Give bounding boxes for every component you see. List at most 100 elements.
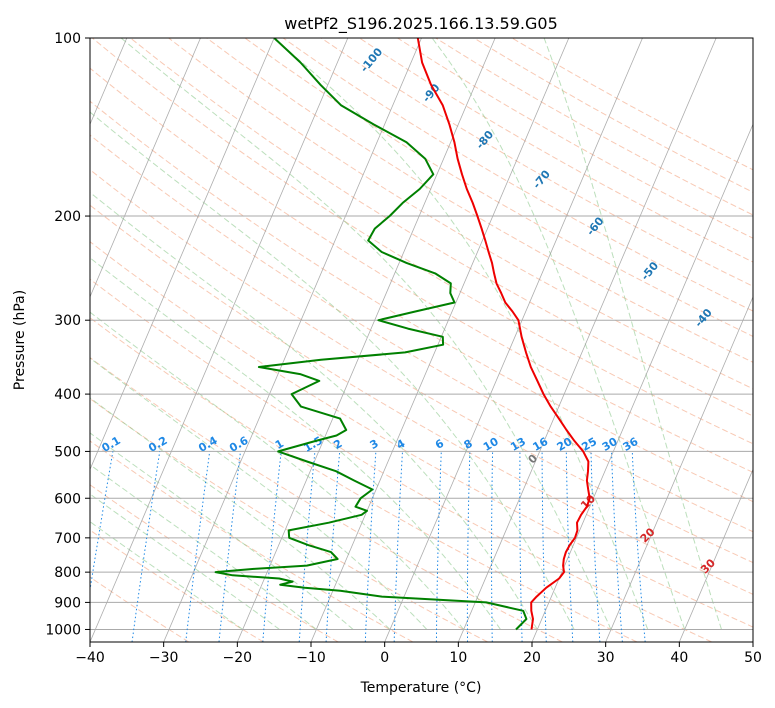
dry-adiabat-line	[90, 440, 414, 642]
theta-label: -50	[638, 259, 661, 283]
mixing-ratio-label: 4	[394, 437, 407, 452]
pressure-gridlines	[90, 38, 753, 630]
mixing-ratio-line	[435, 451, 442, 642]
x-tick-label: −10	[296, 650, 326, 666]
y-tick-label: 600	[54, 491, 81, 507]
moist-adiabat-line	[90, 111, 575, 630]
moist-adiabat-line	[90, 521, 243, 630]
theta-label: -40	[692, 306, 715, 330]
mixing-ratio-line	[90, 451, 114, 593]
dewpoint-profile-line	[214, 38, 528, 631]
freezing-level-label: 0	[526, 451, 541, 466]
y-tick-label: 800	[54, 565, 81, 581]
dry-adiabat-line	[282, 38, 753, 312]
mixing-ratio-line	[491, 451, 494, 642]
isotherm-line	[605, 295, 753, 642]
dry-adiabat-line	[90, 278, 712, 642]
mixing-ratio-line	[262, 451, 282, 642]
mixing-ratio-line	[611, 451, 623, 642]
moist-adiabat-line	[90, 257, 501, 630]
x-tick-label: −20	[223, 650, 253, 666]
moist-adiabat-line	[90, 432, 354, 630]
mixing-ratio-lines	[90, 451, 646, 642]
moist-adiabat-line	[543, 38, 722, 630]
isotherm-line	[752, 640, 753, 642]
x-tick-label: 30	[597, 650, 615, 666]
isotherm-line	[236, 38, 496, 642]
dry-adiabat-line	[130, 38, 753, 417]
dry-adiabat-line	[90, 484, 339, 642]
y-tick-label: 900	[54, 595, 81, 611]
dry-adiabats	[90, 38, 753, 642]
isotherm-line	[531, 123, 753, 642]
dry-adiabat-line	[90, 357, 563, 642]
mixing-ratio-line	[519, 451, 523, 642]
dry-adiabat-line	[244, 38, 753, 337]
dry-adiabat-line	[90, 317, 638, 642]
dry-adiabat-line	[90, 134, 753, 533]
x-tick-label: 50	[744, 650, 762, 666]
dry-adiabat-line	[168, 38, 753, 390]
isotherm-line	[678, 468, 753, 642]
dry-adiabat-line	[90, 576, 190, 642]
moist-adiabat-line	[431, 38, 686, 630]
mixing-ratio-line	[631, 451, 646, 642]
dry-adiabat-line	[90, 204, 753, 595]
mixing-ratio-line	[131, 451, 161, 642]
freezing-level-label: 40	[759, 587, 775, 607]
freezing-level-label: 30	[698, 556, 718, 576]
moist-adiabat-line	[272, 38, 649, 630]
mixing-ratio-line	[466, 451, 471, 642]
x-tick-label: −30	[149, 650, 179, 666]
x-axis-ticks: −40 −30 −20 −10 0 10 20 30 40 50	[75, 642, 762, 666]
isotherms	[90, 38, 753, 642]
dry-adiabat-line	[90, 67, 753, 473]
y-tick-label: 500	[54, 444, 81, 460]
moist-adiabats	[90, 38, 722, 630]
isotherm-line	[384, 38, 643, 642]
y-tick-label: 400	[54, 387, 81, 403]
isotherm-line	[90, 38, 201, 298]
isotherm-line	[163, 38, 422, 642]
moist-adiabat-line	[90, 357, 428, 630]
theta-label: -100	[358, 45, 386, 75]
y-tick-label: 200	[54, 209, 81, 225]
isotherm-line	[457, 38, 717, 642]
temperature-profile-line	[416, 38, 591, 630]
x-tick-label: 10	[449, 650, 467, 666]
mixing-ratio-line	[218, 451, 241, 642]
x-tick-label: −40	[75, 650, 105, 666]
chart-title: wetPf2_S196.2025.166.13.59.G05	[284, 14, 558, 34]
isotherm-line	[310, 38, 570, 642]
moist-adiabat-line	[90, 191, 538, 630]
profile-series	[214, 38, 591, 631]
isotherm-line	[90, 38, 275, 471]
mixing-ratio-line	[364, 451, 377, 642]
x-tick-label: 0	[380, 650, 389, 666]
moist-adiabat-line	[90, 464, 317, 630]
y-axis-ticks: 100 200 300 400 500 600 700 800 900 1000	[45, 31, 90, 638]
plot-frame	[89, 37, 754, 643]
plot-area: 0.1 0.2 0.4 0.6 1 1.5 2 3 4 6 8 10 13 16 20 25 30 36-100-…	[90, 38, 775, 642]
moist-adiabat-line	[90, 493, 280, 630]
mixing-ratio-line	[590, 451, 601, 642]
dry-adiabat-line	[90, 169, 753, 564]
dry-adiabat-line	[511, 38, 753, 171]
dry-adiabat-line	[90, 241, 753, 628]
line-labels: 0.1 0.2 0.4 0.6 1 1.5 2 3 4 6 8 10 13 16 20 25 30 36-100-…	[99, 45, 775, 607]
moist-adiabat-line	[90, 311, 465, 630]
dry-adiabat-line	[90, 398, 488, 642]
y-tick-label: 1000	[45, 622, 81, 638]
x-tick-label: 40	[670, 650, 688, 666]
theta-label: -30	[749, 346, 772, 370]
moist-adiabat-line	[120, 38, 612, 630]
y-tick-label: 100	[54, 31, 81, 47]
y-axis-label: Pressure (hPa)	[12, 290, 28, 390]
y-tick-label: 300	[54, 313, 81, 329]
moist-adiabat-line	[90, 397, 391, 630]
mixing-ratio-line	[185, 451, 211, 642]
x-tick-label: 20	[523, 650, 541, 666]
x-axis-label: Temperature (°C)	[360, 680, 482, 696]
y-tick-label: 700	[54, 531, 81, 547]
